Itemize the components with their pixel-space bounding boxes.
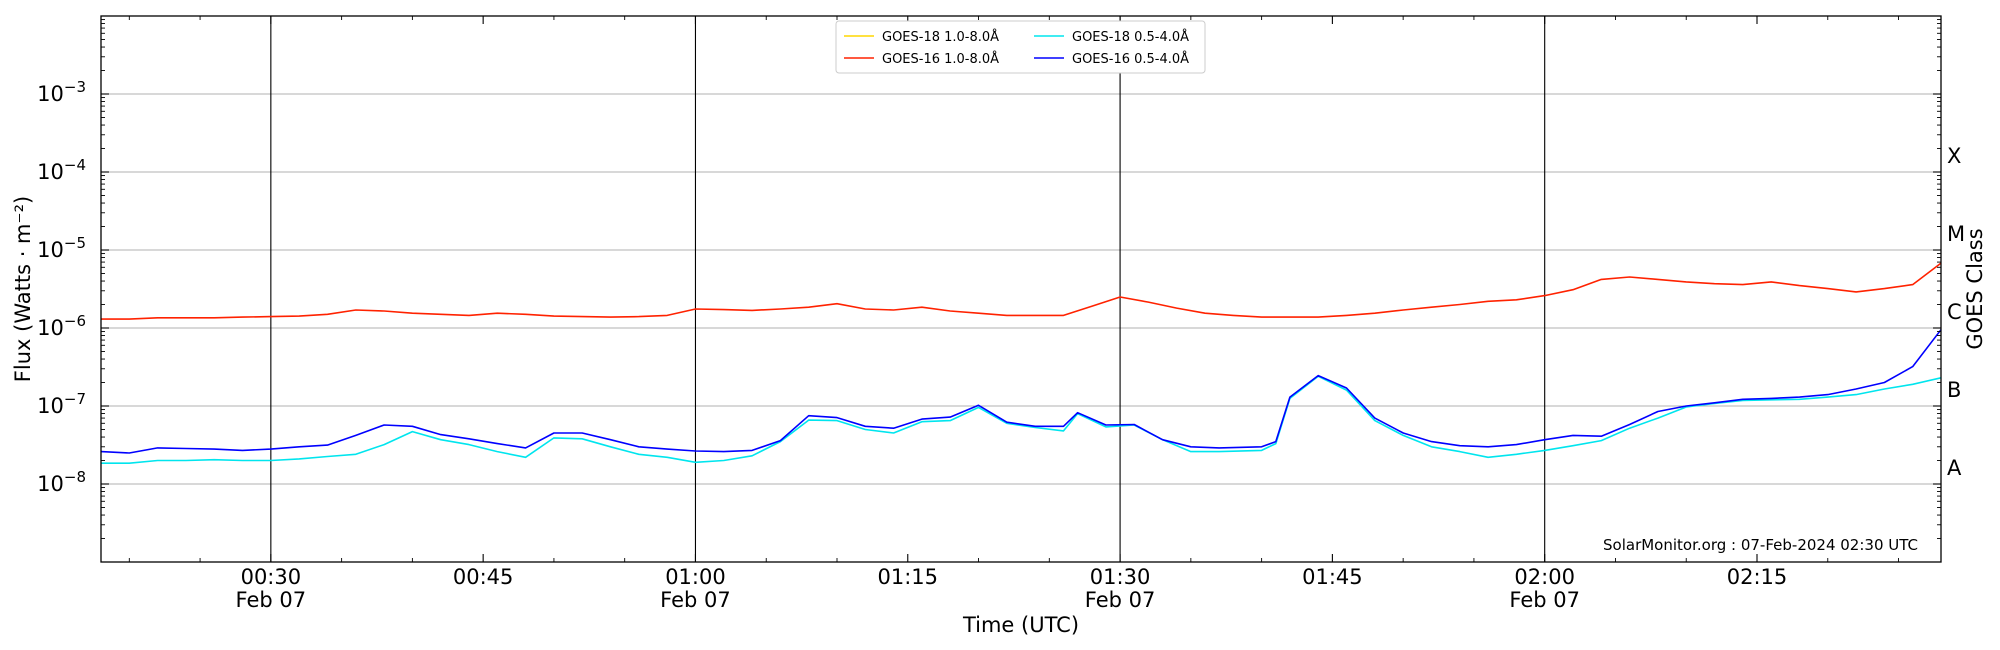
x-tick-date-label: Feb 07: [236, 588, 307, 612]
legend-box: [835, 20, 1206, 74]
legend-label: GOES-18 1.0-8.0Å: [882, 29, 999, 45]
series-lines: [100, 262, 1942, 464]
legend-label: GOES-18 0.5-4.0Å: [1072, 29, 1189, 45]
x-tick-date-label: Feb 07: [1509, 588, 1580, 612]
x-tick-date-label: Feb 07: [660, 588, 731, 612]
x-tick-date-label: Feb 07: [1085, 588, 1156, 612]
y2-axis-title: GOES Class: [1963, 228, 1987, 349]
legend-label: GOES-16 0.5-4.0Å: [1072, 51, 1189, 67]
y-axis-title: Flux (Watts · m⁻²): [11, 196, 35, 382]
x-tick-label: 00:30: [241, 565, 302, 589]
series-line-3: [100, 329, 1942, 454]
x-tick-label: 01:30: [1090, 565, 1151, 589]
x-tick-label: 02:15: [1727, 565, 1788, 589]
y-tick-label: 10−4: [37, 156, 86, 184]
x-tick-label: 02:00: [1514, 565, 1575, 589]
series-line-1: [101, 375, 1942, 464]
y-tick-label: 10−7: [37, 390, 86, 418]
credit-annotation: SolarMonitor.org : 07-Feb-2024 02:30 UTC: [1603, 536, 1918, 554]
x-tick-label: 00:45: [453, 565, 514, 589]
y-tick-label: 10−3: [37, 78, 86, 106]
x-axis-title: Time (UTC): [962, 613, 1079, 637]
goes-class-label: M: [1947, 222, 1965, 246]
x-tick-label: 01:15: [878, 565, 939, 589]
x-tick-label: 01:00: [665, 565, 726, 589]
goes-class-label: X: [1947, 144, 1961, 168]
goes-class-label: A: [1947, 456, 1962, 480]
plot-frame: [100, 15, 1942, 563]
day-marker-lines: [270, 16, 1546, 562]
x-tick-label: 01:45: [1302, 565, 1363, 589]
y-tick-label: 10−8: [37, 468, 86, 496]
goes-class-label: C: [1947, 300, 1962, 324]
y-tick-label: 10−6: [37, 312, 86, 340]
goes-class-label: B: [1947, 378, 1961, 402]
series-line-2: [101, 262, 1942, 320]
y-tick-label: 10−5: [37, 234, 86, 262]
gridlines: [101, 93, 1941, 485]
legend: GOES-18 1.0-8.0Å GOES-16 1.0-8.0Å GOES-18 …: [835, 20, 1206, 74]
legend-label: GOES-16 1.0-8.0Å: [882, 51, 999, 67]
